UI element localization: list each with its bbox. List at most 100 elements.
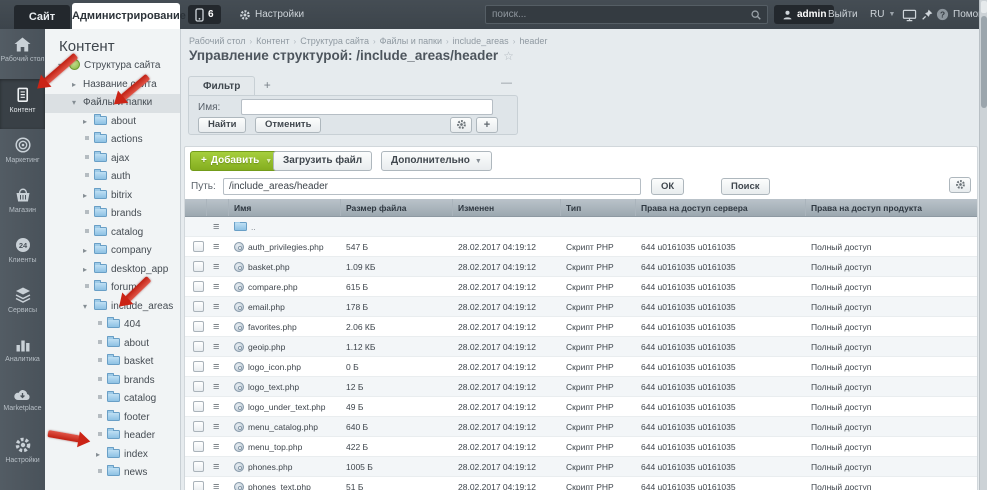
column-header-modified[interactable]: Изменен — [453, 199, 561, 216]
tree-item-404[interactable]: 404 — [45, 316, 180, 335]
row-menu-button[interactable]: ≡ — [213, 320, 220, 333]
tree-item-about[interactable]: about — [45, 335, 180, 354]
rail-item-store[interactable]: Магазин — [0, 179, 45, 229]
search-icon[interactable] — [750, 9, 767, 21]
row-menu-button[interactable]: ≡ — [213, 340, 220, 353]
tab-filter[interactable]: Фильтр — [188, 76, 256, 95]
row-checkbox[interactable] — [192, 381, 204, 393]
column-header-name[interactable]: Имя — [229, 199, 341, 216]
path-search-button[interactable]: Поиск — [721, 178, 770, 195]
rail-item-desktop[interactable]: Рабочий стол — [0, 29, 45, 79]
row-checkbox[interactable] — [192, 321, 204, 333]
file-name-link[interactable]: logo_text.php — [248, 381, 300, 392]
rail-item-services[interactable]: Сервисы — [0, 279, 45, 329]
rail-item-marketing[interactable]: Маркетинг — [0, 129, 45, 179]
add-filter-tab[interactable]: + — [263, 78, 271, 92]
breadcrumb-header[interactable]: header — [519, 36, 548, 46]
row-menu-button[interactable]: ≡ — [213, 260, 220, 273]
row-checkbox[interactable] — [192, 241, 204, 253]
tree-item-about[interactable]: ▸ about — [45, 113, 180, 132]
row-menu-button[interactable]: ≡ — [213, 480, 220, 490]
tree-marker-icon[interactable]: ▸ — [83, 116, 88, 126]
breadcrumb-include-areas[interactable]: include_areas — [452, 36, 509, 46]
file-name-link[interactable]: menu_catalog.php — [248, 421, 318, 432]
tree-item-auth[interactable]: auth — [45, 168, 180, 187]
breadcrumb-files[interactable]: Файлы и папки — [379, 36, 442, 46]
tree-item-index[interactable]: ▸ index — [45, 446, 180, 465]
more-button[interactable]: Дополнительно ▼ — [381, 151, 492, 171]
add-filter-field-button[interactable]: + — [476, 117, 498, 133]
breadcrumb-content[interactable]: Контент — [256, 36, 290, 46]
row-menu-button[interactable]: ≡ — [213, 220, 220, 233]
file-name-link[interactable]: email.php — [248, 301, 285, 312]
path-input[interactable] — [223, 178, 641, 195]
tree-item-catalog[interactable]: catalog — [45, 390, 180, 409]
scrollbar-thumb[interactable] — [981, 16, 987, 108]
tree-marker-icon[interactable]: ▾ — [83, 301, 88, 311]
settings-menu[interactable]: Настройки — [239, 0, 304, 29]
tree-item-actions[interactable]: actions — [45, 131, 180, 150]
tree-item-forum[interactable]: forum — [45, 279, 180, 298]
tree-item-news[interactable]: news — [45, 464, 180, 483]
tab-administration[interactable]: Администрирование — [72, 3, 186, 29]
favorite-star-icon[interactable]: ☆ — [503, 49, 514, 63]
filter-name-input[interactable] — [241, 99, 493, 115]
vertical-scrollbar[interactable] — [979, 0, 987, 490]
tab-site[interactable]: Сайт — [14, 5, 70, 29]
breadcrumb-structure[interactable]: Структура сайта — [300, 36, 369, 46]
column-header-size[interactable]: Размер файла — [341, 199, 453, 216]
tree-marker-icon[interactable]: ▸ — [83, 264, 88, 274]
row-checkbox[interactable] — [192, 441, 204, 453]
tree-marker-icon[interactable]: ▸ — [83, 246, 88, 255]
tree-marker-icon[interactable]: ▸ — [96, 449, 101, 459]
file-name-link[interactable]: menu_top.php — [248, 441, 303, 452]
find-button[interactable]: Найти — [198, 117, 247, 133]
help-menu[interactable]: ? Помощь — [936, 0, 987, 29]
row-checkbox[interactable] — [192, 301, 204, 313]
file-name-link[interactable]: compare.php — [248, 281, 298, 292]
row-menu-button[interactable]: ≡ — [213, 280, 220, 293]
row-checkbox[interactable] — [192, 341, 204, 353]
row-menu-button[interactable]: ≡ — [213, 460, 220, 473]
row-menu-button[interactable]: ≡ — [213, 360, 220, 373]
file-name-link[interactable]: basket.php — [248, 261, 290, 272]
row-menu-button[interactable]: ≡ — [213, 400, 220, 413]
cancel-button[interactable]: Отменить — [255, 117, 322, 133]
file-name-link[interactable]: phones.php — [248, 461, 293, 472]
tree-item-include_areas[interactable]: ▾ include_areas — [45, 298, 180, 317]
upload-file-button[interactable]: Загрузить файл — [273, 151, 373, 171]
user-menu-button[interactable]: admin — [774, 5, 835, 24]
tree-item-brands[interactable]: brands — [45, 205, 180, 224]
grid-settings-button[interactable] — [949, 177, 971, 193]
search-input[interactable] — [486, 9, 750, 20]
column-header-type[interactable]: Тип — [561, 199, 636, 216]
row-checkbox[interactable] — [192, 421, 204, 433]
ok-button[interactable]: ОК — [651, 178, 685, 195]
row-menu-button[interactable]: ≡ — [213, 440, 220, 453]
column-header-product-rights[interactable]: Права на доступ продукта — [811, 203, 923, 213]
file-name-link[interactable]: logo_icon.php — [248, 361, 301, 372]
add-button[interactable]: + Добавить ▼ — [190, 151, 284, 171]
tree-item-catalog[interactable]: catalog — [45, 224, 180, 243]
column-header-server-rights[interactable]: Права на доступ сервера — [636, 199, 806, 216]
row-checkbox[interactable] — [192, 481, 204, 490]
tree-item-название-сайта[interactable]: ▸ Название сайта — [45, 76, 180, 95]
row-menu-button[interactable]: ≡ — [213, 380, 220, 393]
tree-item-bitrix[interactable]: ▸ bitrix — [45, 187, 180, 206]
rail-item-analytics[interactable]: Аналитика — [0, 329, 45, 379]
collapse-filter-button[interactable]: — — [501, 77, 512, 89]
tree-marker-icon[interactable]: ▸ — [83, 190, 88, 200]
row-checkbox[interactable] — [192, 281, 204, 293]
row-menu-button[interactable]: ≡ — [213, 240, 220, 253]
filter-settings-button[interactable] — [450, 117, 472, 133]
tree-item-header[interactable]: header — [45, 427, 180, 446]
desktop-view-button[interactable] — [902, 0, 917, 29]
up-folder-link[interactable]: .. — [251, 221, 256, 232]
file-name-link[interactable]: geoip.php — [248, 341, 286, 352]
scroll-up-button[interactable] — [981, 1, 987, 13]
file-name-link[interactable]: phones_text.php — [248, 481, 311, 490]
rail-item-settings[interactable]: Настройки — [0, 429, 45, 479]
tree-item-desktop_app[interactable]: ▸ desktop_app — [45, 261, 180, 280]
file-name-link[interactable]: logo_under_text.php — [248, 401, 326, 412]
file-name-link[interactable]: auth_privilegies.php — [248, 241, 324, 252]
